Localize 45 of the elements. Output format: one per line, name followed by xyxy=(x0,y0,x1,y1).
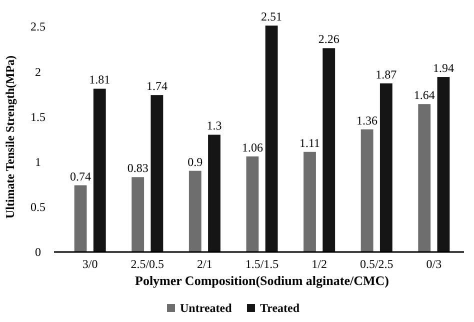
bar xyxy=(132,177,144,252)
bar xyxy=(360,129,374,252)
y-tick-label: 1.5 xyxy=(30,110,46,124)
data-label: 2.26 xyxy=(318,32,340,46)
data-label: 1.06 xyxy=(242,140,263,154)
data-label: 0.74 xyxy=(70,169,92,184)
bar xyxy=(380,83,392,252)
bar xyxy=(437,77,450,252)
y-tick-label: 2 xyxy=(35,64,41,79)
y-tick-label: 2.5 xyxy=(30,20,46,34)
y-tick-label: 0.5 xyxy=(30,200,46,214)
bar xyxy=(418,104,431,252)
bar xyxy=(322,48,336,252)
data-label: 1.3 xyxy=(206,118,222,133)
x-tick-label: 1/2 xyxy=(312,257,327,271)
x-tick-label: 2.5/0.5 xyxy=(130,257,164,271)
data-label: 1.81 xyxy=(89,72,110,87)
legend-label: Untreated xyxy=(180,301,232,316)
data-label: 1.11 xyxy=(299,136,320,150)
x-tick-label: 3/0 xyxy=(82,257,98,271)
y-tick-label: 1 xyxy=(35,155,41,170)
data-label: 1.94 xyxy=(432,61,454,76)
y-axis-title: Ultimate Tensile Strength(MPa) xyxy=(3,55,17,219)
data-label: 1.64 xyxy=(414,88,435,102)
x-tick-label: 0/3 xyxy=(426,257,442,271)
data-label: 2.51 xyxy=(261,10,282,24)
bar xyxy=(188,170,202,252)
bar xyxy=(74,185,87,252)
x-axis-title: Polymer Composition(Sodium alginate/CMC) xyxy=(135,273,389,288)
x-tick-label: 1.5/1.5 xyxy=(245,257,279,271)
data-label: 1.36 xyxy=(356,113,378,128)
bar xyxy=(246,156,259,252)
bar xyxy=(265,26,278,252)
data-label: 1.87 xyxy=(376,67,397,82)
x-tick-label: 0.5/2.5 xyxy=(360,257,394,271)
data-label: 0.9 xyxy=(188,154,203,169)
legend-label: Treated xyxy=(260,301,300,316)
bar xyxy=(304,152,316,252)
y-tick-label: 0 xyxy=(35,245,41,260)
data-label: 1.74 xyxy=(146,79,168,94)
bar xyxy=(208,134,220,252)
x-tick-label: 2/1 xyxy=(197,257,212,271)
data-label: 0.83 xyxy=(127,161,148,176)
bar xyxy=(150,95,164,252)
bar xyxy=(93,88,106,252)
